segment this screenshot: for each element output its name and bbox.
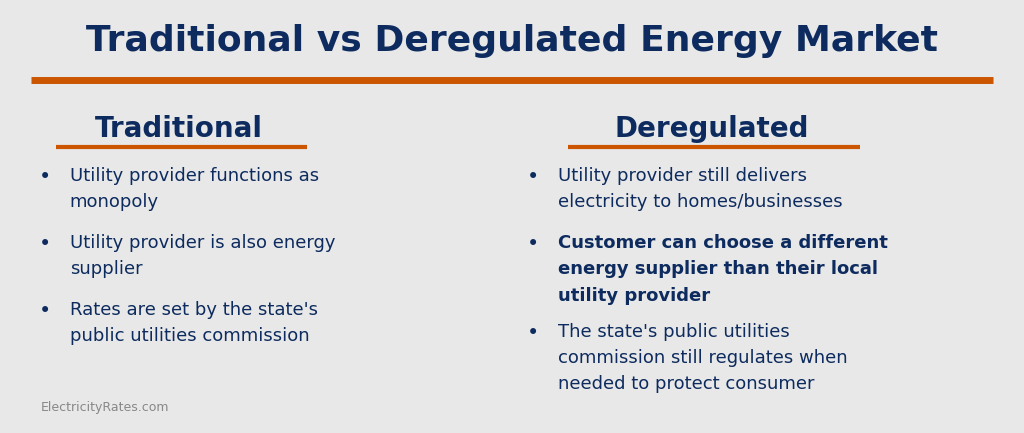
Text: Utility provider is also energy
supplier: Utility provider is also energy supplier: [70, 234, 335, 278]
Text: •: •: [39, 234, 51, 254]
Text: Utility provider functions as
monopoly: Utility provider functions as monopoly: [70, 167, 318, 211]
Text: Traditional vs Deregulated Energy Market: Traditional vs Deregulated Energy Market: [86, 24, 938, 58]
Text: •: •: [527, 323, 540, 343]
Text: •: •: [39, 301, 51, 321]
Text: Deregulated: Deregulated: [614, 115, 809, 143]
Text: The state's public utilities
commission still regulates when
needed to protect c: The state's public utilities commission …: [558, 323, 848, 394]
Text: Customer can choose a different
energy supplier than their local
utility provide: Customer can choose a different energy s…: [558, 234, 888, 305]
Text: •: •: [527, 167, 540, 187]
Text: Utility provider still delivers
electricity to homes/businesses: Utility provider still delivers electric…: [558, 167, 843, 211]
Text: ElectricityRates.com: ElectricityRates.com: [41, 401, 169, 414]
Text: •: •: [39, 167, 51, 187]
Text: Traditional: Traditional: [95, 115, 263, 143]
Text: Rates are set by the state's
public utilities commission: Rates are set by the state's public util…: [70, 301, 317, 346]
Text: •: •: [527, 234, 540, 254]
